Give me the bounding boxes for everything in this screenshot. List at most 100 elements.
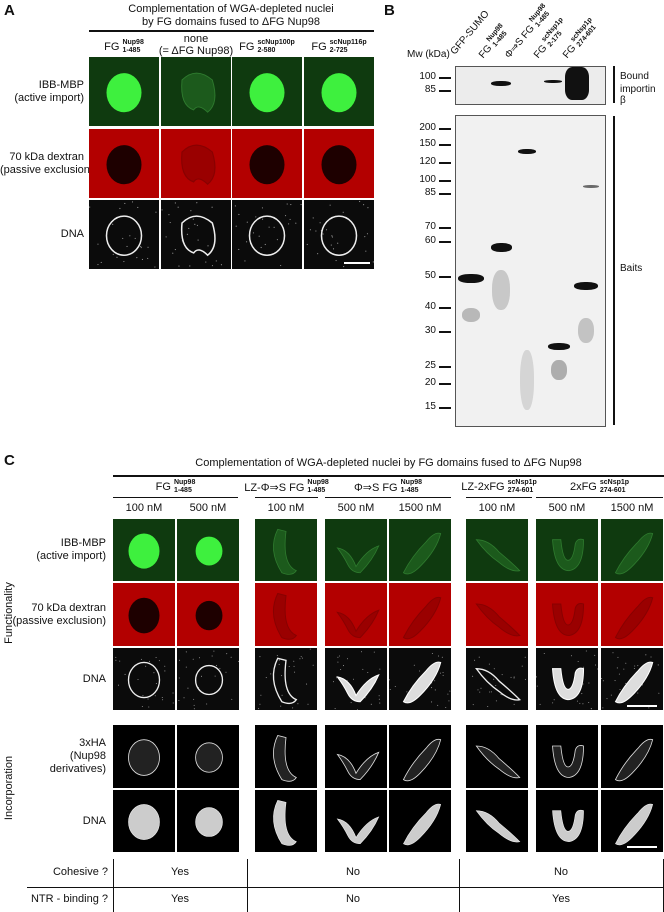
panel-a-column-label: FG scNup116p 2-725 <box>304 39 374 55</box>
panel-c-group-label-subscript: 1-485 <box>173 487 192 494</box>
panel-c-image-green <box>255 519 317 581</box>
marker-label: 85 <box>424 187 436 198</box>
panel-c-image-dna <box>177 648 239 710</box>
panel-a-image-dna <box>89 200 159 269</box>
panel-c-row-label: 3xHA (Nup98 derivatives) <box>0 737 106 776</box>
panel-c-group-label-main: LZ-2xFG <box>461 481 505 493</box>
marker-label: 60 <box>424 235 436 246</box>
panel-a-column-label-superscript-stack: scNup116p 2-725 <box>330 39 367 55</box>
marker-tick <box>439 383 451 385</box>
lane-label-superscript-stack: scNsp1p 274-601 <box>570 16 601 49</box>
row-label-line2: (passive exclusion) <box>12 614 106 627</box>
panel-a-title-line2: by FG domains fused to ΔFG Nup98 <box>142 16 320 28</box>
nucleus-image <box>475 745 521 779</box>
nucleus-image <box>402 738 442 782</box>
marker-tick <box>439 241 451 243</box>
nucleus-image <box>536 650 598 710</box>
marker-label: 25 <box>424 360 436 371</box>
baits-gel <box>455 115 606 427</box>
nucleus-image <box>614 738 654 782</box>
row-label-line3: derivatives) <box>49 763 106 775</box>
nucleus-image <box>273 799 297 846</box>
marker-tick <box>439 144 451 146</box>
row-label-line1: IBB-MBP <box>38 78 84 91</box>
column-label-line1: none <box>183 33 209 45</box>
concentration-label: 100 nM <box>478 502 516 514</box>
panel-c-rule <box>113 475 664 477</box>
panel-c-image-dna <box>601 648 663 710</box>
row-label-line1: DNA <box>60 227 84 240</box>
panel-a-image-red <box>89 129 159 198</box>
marker-label: 50 <box>424 270 436 281</box>
marker-tick <box>439 407 451 409</box>
marker-tick <box>439 90 451 92</box>
panel-c-image-green <box>389 519 451 581</box>
concentration-label: 100 nM <box>267 502 305 514</box>
section-functionality: Functionality <box>3 582 15 644</box>
panel-c-group-label-superscript-stack: scNsp1p 274-601 <box>600 479 629 495</box>
panel-c-image-ha <box>389 725 451 788</box>
marker-tick <box>439 366 451 368</box>
panel-c-group-label-main: Φ⇒S FG <box>353 481 398 494</box>
panel-c-image-dna <box>325 648 387 710</box>
nucleus-image <box>389 652 451 709</box>
panel-c-group-label-main: FG <box>155 481 171 493</box>
row-label-line1: DNA <box>82 672 106 685</box>
concentration-label: 100 nM <box>125 502 163 514</box>
nucleus-image <box>195 742 223 773</box>
row-label-line2: (active import) <box>36 550 106 562</box>
row-label-line1: 3xHA <box>79 737 106 749</box>
panel-c-group-label-superscript: Nup98 <box>307 479 329 486</box>
marker-tick <box>439 331 451 333</box>
marker-label: 70 <box>424 221 436 232</box>
summary-column-line <box>247 859 248 912</box>
summary-divider <box>27 887 663 888</box>
panel-a-column-label-main: FG <box>311 41 327 53</box>
nucleus-image <box>178 650 239 710</box>
minor-band <box>578 317 594 343</box>
panel-c-image-dnaf <box>255 790 317 852</box>
nucleus-image <box>195 600 223 631</box>
panel-c-group-label-superscript-stack: Nup98 1-485 <box>401 479 422 495</box>
panel-a-column-label-superscript: Nup98 <box>122 39 144 46</box>
panel-c-image-ha <box>536 725 598 788</box>
nucleus-image <box>552 538 584 572</box>
panel-c-group-label: Φ⇒S FG Nup98 1-485 <box>315 479 461 495</box>
panel-a-image-dna <box>161 200 231 269</box>
panel-c-group-label-main: LZ-Φ⇒S FG <box>244 481 305 494</box>
cohesive-value: Yes <box>171 866 189 878</box>
panel-c-group-label-subscript: 1-485 <box>400 487 419 494</box>
panel-c-image-dnaf <box>466 790 528 852</box>
panel-c-group-label-superscript: scNsp1p <box>599 479 630 486</box>
marker-label: 100 <box>419 71 436 82</box>
panel-c-letter: C <box>4 452 15 469</box>
nucleus-image <box>601 652 660 709</box>
nucleus-image <box>273 735 297 782</box>
panel-a-column-label: FG scNup100p 2-580 <box>232 39 302 55</box>
lane-label-main: FG <box>560 42 579 61</box>
cohesive-value: No <box>345 866 361 878</box>
panel-a-image-red <box>304 129 374 198</box>
panel-a-image-green <box>161 57 231 126</box>
scale-bar <box>627 846 657 848</box>
panel-c-group-label-superscript: Nup98 <box>173 479 196 486</box>
importin-band <box>544 79 562 83</box>
panel-a-column-label: none (= ΔFG Nup98) <box>155 33 237 57</box>
panel-c-image-red <box>466 583 528 646</box>
panel-c-image-dnaf <box>113 790 175 852</box>
group-underline <box>466 497 532 498</box>
panel-c-image-green <box>601 519 663 581</box>
marker-label: 15 <box>424 401 436 412</box>
bait-band <box>574 282 598 290</box>
group-underline <box>113 497 238 498</box>
ntr-binding-value: Yes <box>552 893 570 905</box>
baits-bracket <box>613 116 615 425</box>
panel-c-group-label-subscript: 274-601 <box>507 487 534 494</box>
ntr-binding-label: NTR - binding ? <box>30 893 108 905</box>
group-underline <box>325 497 451 498</box>
nucleus-image <box>161 202 223 267</box>
row-label-line1: 70 kDa dextran <box>9 150 84 163</box>
panel-c-group-label-subscript: 274-601 <box>599 487 626 494</box>
marker-label: 20 <box>424 377 436 388</box>
panel-a-column-label-main: FG <box>239 41 255 53</box>
